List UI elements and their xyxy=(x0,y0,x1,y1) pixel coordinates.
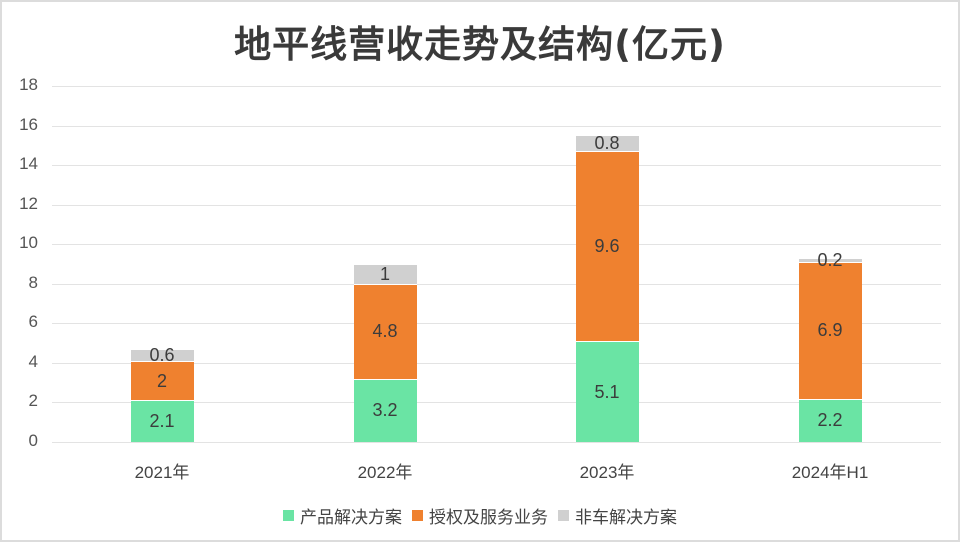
gridline xyxy=(52,125,941,127)
bar-segment: 3.2 xyxy=(353,378,417,442)
data-label: 3.2 xyxy=(372,400,398,421)
data-label: 5.1 xyxy=(594,381,620,402)
y-tick-label: 12 xyxy=(19,193,38,213)
data-label: 2.2 xyxy=(817,410,843,431)
gridline xyxy=(52,402,941,404)
bar-segment: 1 xyxy=(353,263,417,284)
x-tick-label: 2024年H1 xyxy=(791,463,869,482)
y-tick-label: 16 xyxy=(19,114,38,134)
gridline xyxy=(52,204,941,206)
stacked-bar: 2.1 2 0.6 xyxy=(130,86,194,442)
gridline xyxy=(52,86,941,87)
x-tick-label: 2023年 xyxy=(579,463,635,482)
stacked-bar: 5.1 9.6 0.8 xyxy=(575,86,639,442)
data-label: 0.8 xyxy=(594,133,620,154)
bar-segment: 4.8 xyxy=(353,283,417,379)
bar-segment: 5.1 xyxy=(575,341,639,442)
data-label: 2 xyxy=(156,370,167,391)
data-label: 0.2 xyxy=(817,250,843,271)
y-tick-label: 14 xyxy=(19,154,38,174)
x-tick-label: 2022年 xyxy=(357,463,413,482)
data-label: 1 xyxy=(379,263,390,284)
gridline xyxy=(52,244,941,246)
legend-item: 授权及服务业务 xyxy=(412,503,548,528)
y-tick-label: 8 xyxy=(28,272,38,292)
stacked-bar: 3.2 4.8 1 xyxy=(353,86,417,442)
bar-segment: 2.1 xyxy=(130,400,194,442)
y-tick-label: 0 xyxy=(28,431,38,450)
data-label: 0.6 xyxy=(149,345,175,365)
plot-area: 2.1 2 0.6 3.2 4.8 1 5.1 9.6 0.8 2.2 6.9 0.2 xyxy=(52,86,941,443)
bar-segment: 9.6 xyxy=(575,151,639,342)
bar-segment: 2.2 xyxy=(798,398,862,442)
data-label: 2.1 xyxy=(149,411,175,432)
y-tick-label: 2 xyxy=(28,391,38,411)
legend-item: 非车解决方案 xyxy=(558,503,677,528)
legend-swatch xyxy=(412,510,423,521)
y-tick-label: 18 xyxy=(19,75,38,94)
legend-swatch xyxy=(558,510,569,521)
legend-label: 产品解决方案 xyxy=(300,508,402,527)
gridline xyxy=(52,323,941,325)
gridline xyxy=(52,362,941,364)
legend: 产品解决方案 授权及服务业务 非车解决方案 xyxy=(0,503,960,528)
bar-segment: 0.6 xyxy=(130,345,194,365)
data-label: 6.9 xyxy=(817,320,843,341)
y-tick-label: 4 xyxy=(28,351,38,371)
gridline xyxy=(52,283,941,285)
legend-swatch xyxy=(283,510,294,521)
legend-label: 授权及服务业务 xyxy=(429,508,548,527)
legend-item: 产品解决方案 xyxy=(283,503,402,528)
gridline xyxy=(52,165,941,167)
x-tick-label: 2021年 xyxy=(134,463,190,482)
bar-segment: 2 xyxy=(130,360,194,401)
bar-segment: 6.9 xyxy=(798,262,862,399)
chart-title: 地平线营收走势及结构(亿元) xyxy=(234,23,726,66)
bar-segment: 0.2 xyxy=(798,250,862,270)
y-tick-label: 6 xyxy=(28,312,38,332)
data-label: 4.8 xyxy=(372,321,398,342)
legend-label: 非车解决方案 xyxy=(575,508,677,527)
y-tick-label: 10 xyxy=(19,233,38,253)
stacked-bar: 2.2 6.9 0.2 xyxy=(798,86,862,442)
gridline xyxy=(52,442,941,443)
bar-segment: 0.8 xyxy=(575,133,639,154)
data-label: 9.6 xyxy=(594,236,620,257)
